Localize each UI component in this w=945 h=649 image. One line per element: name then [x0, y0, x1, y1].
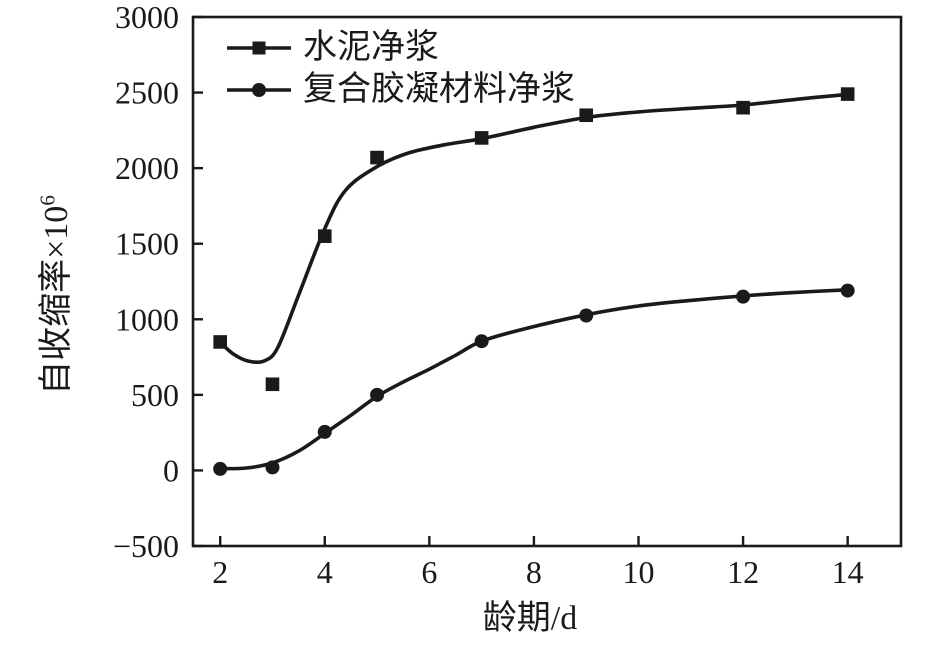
- marker-composite-paste: [736, 289, 751, 304]
- plot-border: [191, 15, 903, 548]
- x-tick-label: 4: [317, 554, 333, 590]
- marker-cement-paste: [736, 100, 750, 115]
- x-axis-label: 龄期/d: [482, 600, 578, 637]
- marker-composite-paste: [213, 461, 228, 476]
- y-tick-label: 1500: [115, 226, 179, 262]
- marker-cement-paste: [265, 377, 280, 392]
- y-tick-label: 500: [131, 377, 179, 413]
- y-tick-label: 2500: [115, 75, 179, 111]
- legend-item-composite-paste: 复合胶凝材料净浆: [226, 69, 575, 111]
- marker-cement-paste: [840, 87, 855, 101]
- square-marker-icon: [227, 41, 291, 55]
- marker-cement-paste: [213, 335, 227, 349]
- marker-composite-paste: [840, 283, 855, 298]
- x-tick-label: 14: [832, 554, 864, 590]
- x-tick-label: 2: [212, 554, 228, 590]
- y-tick-label: 2000: [115, 150, 179, 186]
- marker-composite-paste: [474, 334, 489, 349]
- marker-cement-paste: [317, 229, 332, 243]
- x-tick-label: 8: [526, 554, 542, 590]
- legend-label-cement-paste: 水泥净浆: [303, 29, 439, 66]
- marker-composite-paste: [317, 424, 332, 439]
- x-tick-label: 10: [623, 554, 655, 590]
- legend-item-cement-paste: 水泥净浆: [226, 27, 575, 69]
- circle-marker-icon: [227, 83, 291, 97]
- series-composite-paste-curve: [218, 288, 850, 471]
- marker-composite-paste: [265, 460, 280, 475]
- y-tick-label: 0: [163, 452, 179, 488]
- y-tick-label: 3000: [115, 0, 179, 35]
- legend-label-composite-paste: 复合胶凝材料净浆: [303, 71, 575, 108]
- y-tick-label: 1000: [115, 301, 179, 337]
- y-axis-label: 自收缩率×106: [36, 195, 75, 395]
- marker-cement-paste: [370, 150, 384, 165]
- marker-composite-paste: [370, 387, 385, 402]
- x-tick-label: 6: [421, 554, 437, 590]
- marker-cement-paste: [474, 131, 489, 145]
- legend: 水泥净浆 复合胶凝材料净浆: [226, 27, 575, 111]
- marker-composite-paste: [579, 308, 594, 323]
- x-tick-label: 12: [727, 554, 759, 590]
- marker-cement-paste: [579, 108, 594, 123]
- y-tick-label: −500: [113, 528, 179, 564]
- series-cement-paste-curve: [218, 92, 850, 365]
- y-axis-label-text: 自收缩率×10: [38, 205, 75, 395]
- y-axis-label-exponent: 6: [35, 195, 60, 206]
